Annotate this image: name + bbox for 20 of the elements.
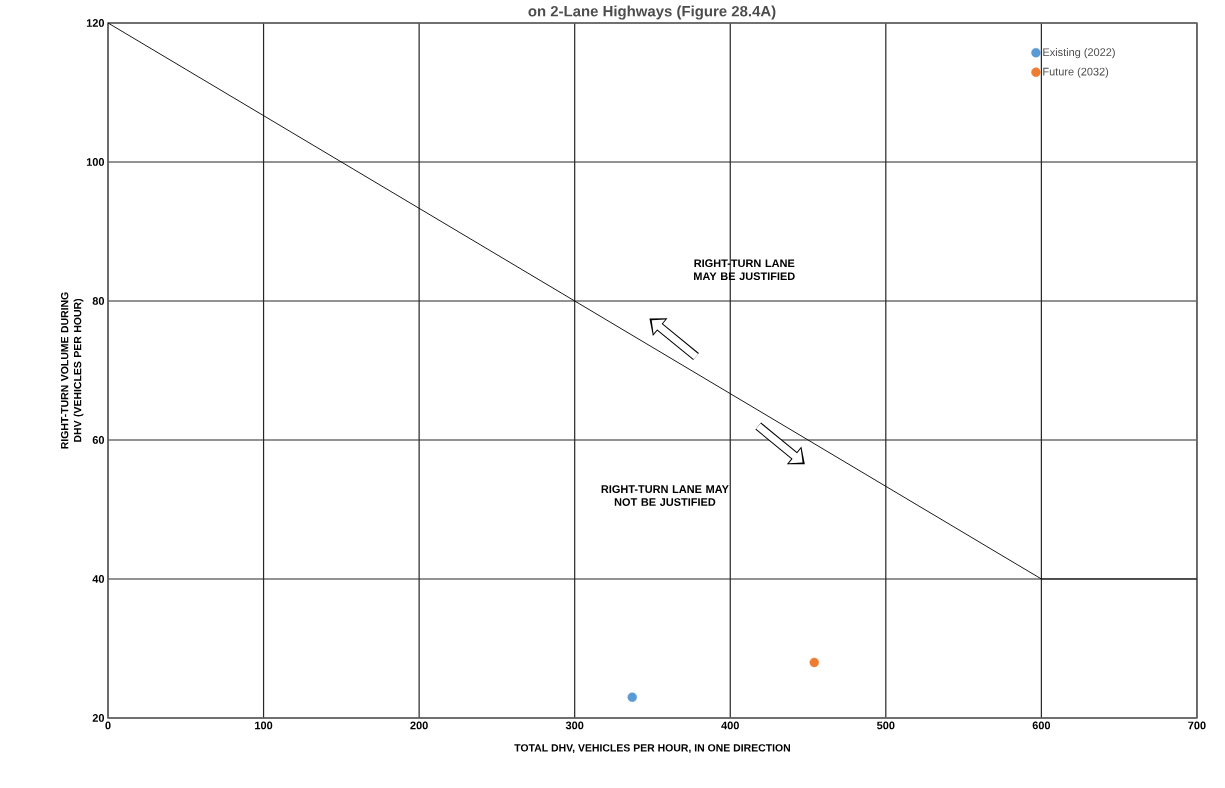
x-tick-label: 100 <box>255 721 273 730</box>
x-tick-label: 300 <box>565 721 584 730</box>
x-tick-label: 400 <box>721 721 739 730</box>
x-axis-title: TOTAL DHV, VEHICLES PER HOUR, IN ONE DIRECTION <box>514 744 790 754</box>
y-tick-label: 20 <box>92 714 105 722</box>
chart-title: on 2-Lane Highways (Figure 28.4A) <box>528 5 776 20</box>
y-tick-label: 120 <box>86 19 105 27</box>
legend-label: Existing (2022) <box>1043 48 1115 59</box>
x-tick-label: 0 <box>105 721 111 730</box>
y-tick-label: 40 <box>92 575 105 583</box>
y-tick-label: 100 <box>86 158 105 166</box>
annotation: RIGHT-TURN LANE MAY NOT BE JUSTIFIED <box>601 485 729 506</box>
x-tick-label: 700 <box>1188 721 1206 730</box>
y-axis-title: RIGHT-TURN VOLUME DURING DHV (VEHICLES PER HOUR) <box>60 292 84 449</box>
y-tick-label: 80 <box>92 297 105 305</box>
legend-label: Future (2032) <box>1043 67 1109 78</box>
x-tick-label: 200 <box>410 721 428 730</box>
y-tick-label: 60 <box>92 436 105 444</box>
x-tick-label: 500 <box>877 721 895 730</box>
x-tick-label: 600 <box>1032 721 1051 730</box>
